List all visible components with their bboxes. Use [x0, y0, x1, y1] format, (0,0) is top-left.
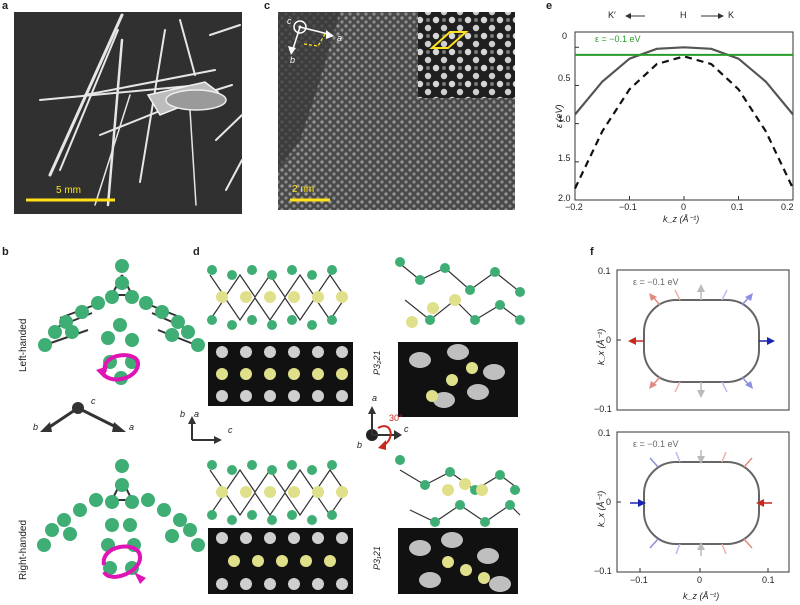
axis-label-d-a2: a [372, 393, 378, 403]
e-ytick-1: 0.5 [558, 73, 571, 83]
e-ytick-3: 1.5 [558, 153, 571, 163]
header-h: H [680, 10, 687, 20]
axis-label-d-a: a [194, 409, 200, 419]
axis-label-c-a: a [337, 33, 343, 43]
e-xtick-2: 0 [681, 202, 687, 212]
e-ytick-0: 0 [562, 31, 568, 41]
panel-c-image [278, 12, 515, 210]
e-ytick-4: 2.0 [558, 193, 571, 203]
e-ytick-2: 1.0 [558, 114, 571, 124]
f-bottom-ytick-1: 0 [606, 497, 612, 507]
f-top-ytick-2: −0.1 [594, 404, 612, 414]
axis-label-b-a: a [129, 422, 135, 432]
panel-label-e: e [546, 0, 553, 12]
e-xtick-4: 0.2 [781, 202, 794, 212]
panel-e-chart [574, 13, 794, 201]
space-group-top: P3₂21 [372, 350, 382, 375]
e-xtick-1: −0.1 [619, 202, 637, 212]
panel-b-models [37, 259, 205, 584]
band-dashed-line [574, 55, 794, 189]
band-solid-line [574, 46, 794, 116]
axis-label-b-c: c [91, 396, 96, 406]
scale-bar-label-a: 5 mm [56, 185, 81, 196]
axis-label-c-c: c [287, 16, 292, 26]
panel-f-chart [616, 269, 790, 573]
rotation-angle-label: 30° [389, 413, 403, 423]
panel-label-f: f [590, 246, 594, 258]
panel-label-b: b [2, 246, 9, 258]
panel-label-c: c [264, 0, 271, 12]
axis-label-d-c2: c [404, 424, 409, 434]
f-xlabel: k_z (Å⁻¹) [683, 591, 720, 601]
left-handed-model [38, 259, 205, 385]
energy-label-f-bottom: ε = −0.1 eV [633, 439, 679, 449]
f-xtick-1: 0 [697, 575, 703, 585]
f-bottom-ytick-0: 0.1 [598, 428, 611, 438]
axis-label-d-b: b [180, 409, 186, 419]
energy-label-f-top: ε = −0.1 eV [633, 277, 679, 287]
header-k-prime: K′ [608, 10, 616, 20]
space-group-bottom: P3₁21 [372, 546, 382, 570]
axis-label-b-b: b [33, 422, 39, 432]
panel-label-a: a [2, 0, 9, 12]
f-top-ytick-0: 0.1 [598, 266, 611, 276]
axis-label-c-b: b [290, 55, 296, 65]
panel-d-models [188, 257, 525, 594]
right-handed-label: Right-handed [18, 519, 29, 580]
f-bottom-ytick-2: −0.1 [594, 566, 612, 576]
panel-a-image [14, 12, 243, 214]
f-top-ytick-1: 0 [606, 335, 612, 345]
right-handed-model [37, 459, 205, 584]
f-xtick-2: 0.1 [762, 575, 775, 585]
e-xtick-3: 0.1 [731, 202, 744, 212]
energy-label-e: ε = −0.1 eV [595, 34, 641, 44]
e-xtick-0: −0.2 [565, 202, 583, 212]
axis-label-d-b2: b [357, 440, 363, 450]
axis-label-d-c: c [228, 425, 233, 435]
left-handed-label: Left-handed [18, 318, 29, 372]
panel-label-d: d [193, 246, 200, 258]
f-xtick-0: −0.1 [630, 575, 648, 585]
header-k: K [728, 10, 735, 20]
abc-axes-b [40, 402, 126, 432]
e-xlabel: k_z (Å⁻¹) [663, 214, 700, 224]
scale-bar-label-c: 2 nm [292, 184, 315, 195]
